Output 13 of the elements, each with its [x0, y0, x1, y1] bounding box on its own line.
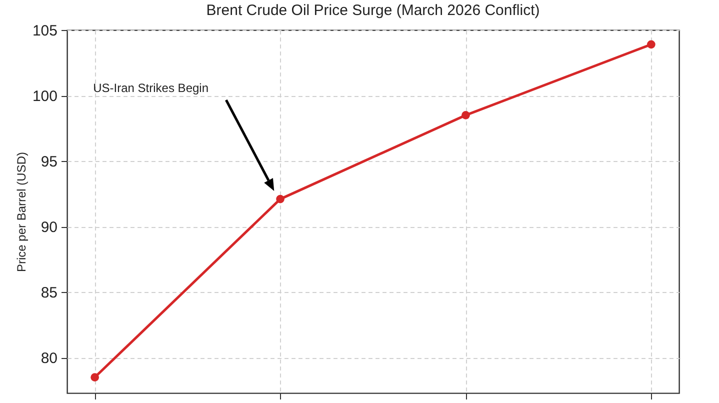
y-tick-label: 105: [32, 22, 58, 40]
point: [647, 40, 656, 49]
y-tick-label: 85: [40, 284, 58, 302]
point: [276, 194, 284, 204]
point: [462, 111, 470, 120]
y-axis-title: Price per Barrel (USD): [14, 152, 28, 272]
point: [90, 373, 99, 382]
annotation: US-Iran Strikes Begin: [93, 80, 209, 95]
y-tick-label: 100: [32, 88, 58, 106]
y-tick-label: 80: [40, 350, 58, 368]
chart-title: Brent Crude Oil Price Surge (March 2026 Conflict): [206, 2, 540, 19]
y-tick-label: 90: [40, 219, 58, 236]
y-tick-label: 95: [40, 154, 58, 171]
